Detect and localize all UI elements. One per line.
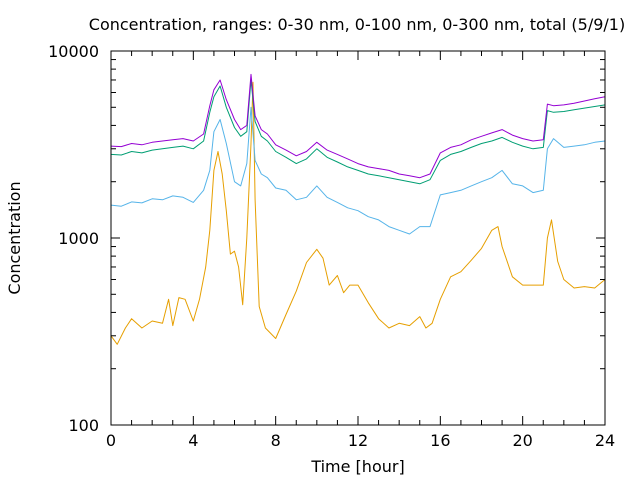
axis-layer: 0 4 8 12 16 20 24 100 1000 10000 (48, 42, 615, 450)
chart-title: Concentration, ranges: 0-30 nm, 0-100 nm… (89, 15, 625, 34)
y-tick-label: 10000 (48, 42, 99, 61)
series-line-4 (110, 73, 606, 179)
x-tick-label: 16 (430, 431, 450, 450)
x-tick-label: 24 (595, 431, 615, 450)
x-axis-label: Time [hour] (310, 457, 404, 476)
series-line-2 (110, 106, 606, 235)
x-tick-label: 20 (512, 431, 532, 450)
y-tick-label: 1000 (58, 229, 99, 248)
x-tick-label: 8 (271, 431, 281, 450)
x-tick-label: 12 (348, 431, 368, 450)
y-tick-label: 100 (68, 416, 99, 435)
x-tick-label: 0 (106, 431, 116, 450)
x-tick-label: 4 (188, 431, 198, 450)
y-axis-label: Concentration (5, 181, 24, 294)
series-line-3 (110, 79, 606, 185)
plot-frame (110, 50, 606, 426)
series-line-1 (110, 81, 606, 345)
series-layer (110, 73, 606, 345)
